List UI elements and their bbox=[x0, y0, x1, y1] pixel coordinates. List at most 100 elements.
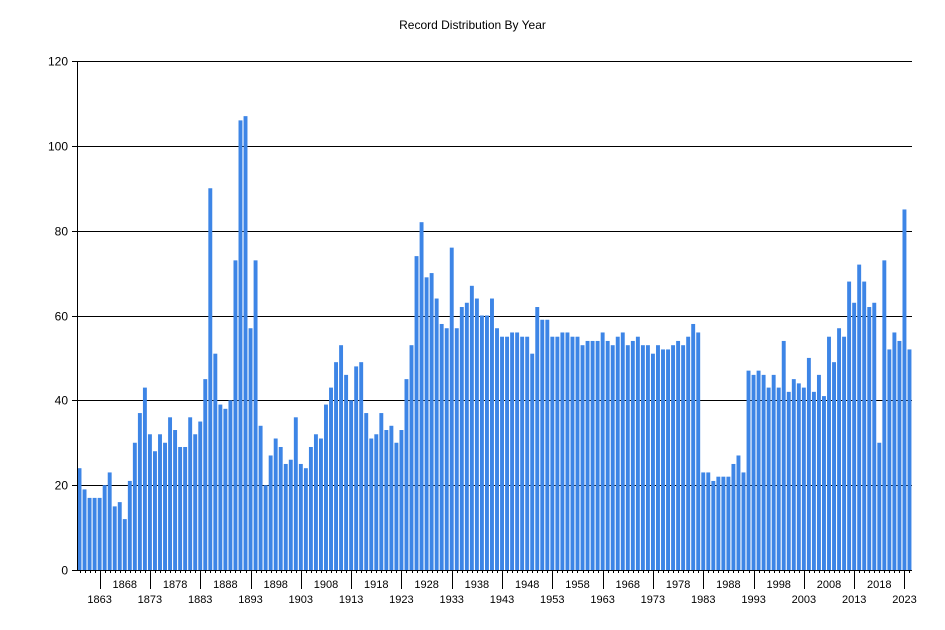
bar bbox=[656, 345, 660, 570]
x-tick-label: 1938 bbox=[465, 579, 489, 591]
bar bbox=[716, 476, 721, 570]
bar bbox=[329, 387, 333, 570]
bar bbox=[153, 451, 157, 570]
x-tick-label: 2023 bbox=[892, 594, 916, 606]
bar bbox=[334, 362, 339, 570]
bar bbox=[258, 425, 263, 570]
bar bbox=[490, 298, 494, 570]
bar bbox=[500, 336, 504, 570]
x-tick-label: 1958 bbox=[565, 579, 589, 591]
bar bbox=[92, 497, 97, 570]
bar bbox=[671, 345, 676, 570]
bar bbox=[464, 302, 469, 570]
bar bbox=[399, 430, 404, 570]
x-tick-label: 1908 bbox=[314, 579, 338, 591]
bar bbox=[505, 336, 510, 570]
x-tick-label: 1918 bbox=[364, 579, 388, 591]
bar bbox=[741, 472, 746, 570]
bar bbox=[796, 383, 801, 570]
bar bbox=[268, 455, 273, 570]
bar bbox=[127, 480, 132, 570]
bar bbox=[359, 362, 364, 570]
bar bbox=[344, 374, 349, 570]
bar bbox=[137, 413, 142, 570]
bar bbox=[661, 349, 665, 570]
bar bbox=[877, 442, 882, 570]
bar bbox=[706, 472, 711, 570]
bar bbox=[82, 489, 87, 570]
bar bbox=[459, 307, 464, 570]
bar bbox=[173, 430, 178, 570]
x-tick-label: 1998 bbox=[766, 579, 790, 591]
bar bbox=[771, 374, 776, 570]
bar bbox=[756, 370, 761, 570]
bar bbox=[147, 434, 152, 570]
bar bbox=[163, 442, 167, 570]
bar bbox=[369, 438, 374, 570]
bar bbox=[444, 328, 449, 570]
bar bbox=[635, 336, 640, 570]
bar bbox=[600, 332, 605, 570]
bar bbox=[288, 459, 293, 570]
bar bbox=[620, 332, 625, 570]
bar bbox=[474, 298, 479, 570]
x-tick-label: 1968 bbox=[616, 579, 640, 591]
x-tick-label: 2013 bbox=[842, 594, 866, 606]
bar bbox=[319, 438, 323, 570]
bar bbox=[811, 391, 816, 570]
x-tick-label: 1863 bbox=[87, 594, 111, 606]
bar bbox=[560, 332, 565, 570]
x-tick-label: 1898 bbox=[263, 579, 287, 591]
bar bbox=[102, 485, 107, 570]
bar bbox=[183, 446, 188, 570]
y-tick-label: 0 bbox=[61, 564, 68, 578]
bar bbox=[354, 366, 359, 570]
bar bbox=[449, 247, 454, 570]
bar bbox=[862, 281, 867, 570]
bar bbox=[545, 319, 550, 570]
bar bbox=[324, 404, 328, 570]
bar bbox=[77, 468, 82, 570]
bar bbox=[857, 264, 862, 570]
bar bbox=[555, 336, 560, 570]
x-tick-label: 1923 bbox=[389, 594, 413, 606]
bar bbox=[837, 328, 842, 570]
bar bbox=[540, 319, 545, 570]
bar bbox=[424, 277, 429, 570]
bar bbox=[439, 323, 444, 570]
bar bbox=[308, 446, 313, 570]
bar bbox=[132, 442, 137, 570]
bar bbox=[816, 374, 821, 570]
x-tick-label: 1993 bbox=[741, 594, 765, 606]
bar bbox=[666, 349, 670, 570]
bar bbox=[409, 345, 414, 570]
bar bbox=[731, 463, 736, 570]
bar bbox=[198, 421, 203, 570]
bar bbox=[852, 302, 857, 570]
bar bbox=[515, 332, 520, 570]
bar bbox=[530, 353, 535, 570]
y-tick-label: 100 bbox=[48, 140, 68, 154]
x-tick-label: 2003 bbox=[792, 594, 816, 606]
bar bbox=[832, 362, 836, 570]
bars bbox=[77, 116, 912, 571]
bar bbox=[203, 379, 208, 571]
bar bbox=[233, 260, 238, 570]
bar bbox=[273, 438, 278, 570]
bar bbox=[565, 332, 570, 570]
bar bbox=[213, 353, 218, 570]
bar bbox=[303, 468, 308, 570]
x-tick-label: 1978 bbox=[666, 579, 690, 591]
bar bbox=[188, 417, 193, 570]
bar bbox=[691, 323, 696, 570]
x-tick-label: 1973 bbox=[641, 594, 665, 606]
x-tick-label: 1943 bbox=[490, 594, 514, 606]
bar bbox=[263, 485, 268, 570]
bar bbox=[293, 417, 298, 570]
y-tick-label: 60 bbox=[55, 310, 69, 324]
bar bbox=[349, 400, 354, 570]
bar bbox=[761, 374, 766, 570]
bar bbox=[575, 336, 580, 570]
bar bbox=[827, 336, 831, 570]
